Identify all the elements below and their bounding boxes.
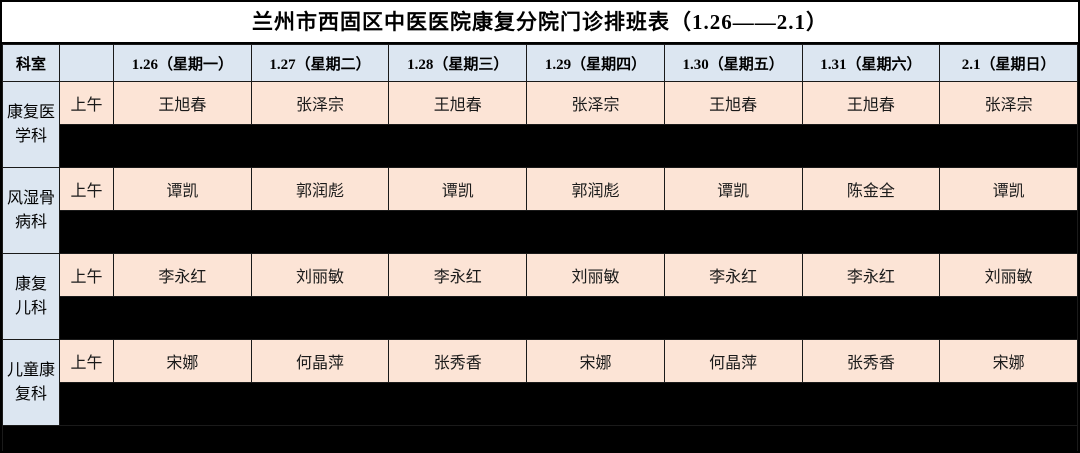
time-label-cell: 上午 [59, 339, 114, 383]
doctor-name-cell: 刘丽敏 [939, 253, 1078, 297]
date-header-cell: 1.30（星期五） [663, 44, 803, 82]
redacted-afternoon-cell [59, 124, 1078, 168]
doctor-name-cell: 张泽宗 [939, 81, 1078, 125]
department-cell: 康复 儿科 [2, 253, 60, 340]
bottom-redacted-strip-row [2, 425, 1078, 451]
doctor-name-cell: 谭凯 [113, 167, 252, 211]
corner-header-cell: 科室 [2, 44, 60, 82]
doctor-name-cell: 郭润彪 [526, 167, 665, 211]
doctor-name-cell: 张秀香 [801, 339, 941, 383]
department-cell: 风湿骨 病科 [2, 167, 60, 254]
time-label-cell: 上午 [59, 167, 114, 211]
doctor-name-cell: 刘丽敏 [250, 253, 390, 297]
section-1-morning-row: 康复医 学科 上午 王旭春 张泽宗 王旭春 张泽宗 王旭春 王旭春 张泽宗 [2, 81, 1078, 168]
department-cell: 儿童康 复科 [2, 339, 60, 426]
section-3-morning-row: 康复 儿科 上午 李永红 刘丽敏 李永红 刘丽敏 李永红 李永红 刘丽敏 [2, 253, 1078, 340]
date-header-cell: 1.26（星期一） [113, 44, 252, 82]
date-header-cell: 1.28（星期三） [388, 44, 528, 82]
page-title: 兰州市西固区中医医院康复分院门诊排班表（1.26——2.1） [2, 2, 1078, 44]
section-2-afternoon-row-redacted [3, 210, 1078, 254]
date-header-cell: 1.31（星期六） [801, 44, 941, 82]
date-header-cell: 1.27（星期二） [250, 44, 390, 82]
doctor-name-cell: 王旭春 [663, 81, 803, 125]
doctor-name-cell: 王旭春 [113, 81, 252, 125]
time-column-header-cell [59, 44, 114, 82]
section-2-morning-row: 风湿骨 病科 上午 谭凯 郭润彪 谭凯 郭润彪 谭凯 陈金全 谭凯 [2, 167, 1078, 254]
doctor-name-cell: 宋娜 [526, 339, 665, 383]
doctor-name-cell: 郭润彪 [250, 167, 390, 211]
doctor-name-cell: 谭凯 [939, 167, 1078, 211]
doctor-name-cell: 张秀香 [388, 339, 528, 383]
section-4-afternoon-row-redacted [3, 382, 1078, 426]
doctor-name-cell: 王旭春 [801, 81, 941, 125]
time-label-cell: 上午 [59, 81, 114, 125]
section-4-morning-row: 儿童康 复科 上午 宋娜 何晶萍 张秀香 宋娜 何晶萍 张秀香 宋娜 [2, 339, 1078, 426]
doctor-name-cell: 张泽宗 [526, 81, 665, 125]
date-header-cell: 1.29（星期四） [526, 44, 665, 82]
doctor-name-cell: 何晶萍 [663, 339, 803, 383]
section-3-afternoon-row-redacted [3, 296, 1078, 340]
doctor-name-cell: 宋娜 [113, 339, 252, 383]
redacted-afternoon-cell [59, 296, 1078, 340]
doctor-name-cell: 谭凯 [663, 167, 803, 211]
doctor-name-cell: 李永红 [388, 253, 528, 297]
redacted-afternoon-cell [59, 382, 1078, 426]
department-cell: 康复医 学科 [2, 81, 60, 168]
doctor-name-cell: 宋娜 [939, 339, 1078, 383]
schedule-table: 科室 1.26（星期一） 1.27（星期二） 1.28（星期三） 1.29（星期… [2, 44, 1078, 451]
doctor-name-cell: 何晶萍 [250, 339, 390, 383]
section-1-afternoon-row-redacted [3, 124, 1078, 168]
time-label-cell: 上午 [59, 253, 114, 297]
redacted-afternoon-cell [59, 210, 1078, 254]
schedule-header-row: 科室 1.26（星期一） 1.27（星期二） 1.28（星期三） 1.29（星期… [2, 44, 1078, 82]
doctor-name-cell: 王旭春 [388, 81, 528, 125]
doctor-name-cell: 李永红 [663, 253, 803, 297]
date-header-cell: 2.1（星期日） [939, 44, 1078, 82]
doctor-name-cell: 刘丽敏 [526, 253, 665, 297]
doctor-name-cell: 李永红 [801, 253, 941, 297]
doctor-name-cell: 李永红 [113, 253, 252, 297]
redacted-strip-cell [2, 425, 1078, 451]
doctor-name-cell: 谭凯 [388, 167, 528, 211]
doctor-name-cell: 陈金全 [801, 167, 941, 211]
doctor-name-cell: 张泽宗 [250, 81, 390, 125]
schedule-body: 康复医 学科 上午 王旭春 张泽宗 王旭春 张泽宗 王旭春 王旭春 张泽宗 风湿骨 病科 上午 谭凯郭… [2, 81, 1078, 451]
